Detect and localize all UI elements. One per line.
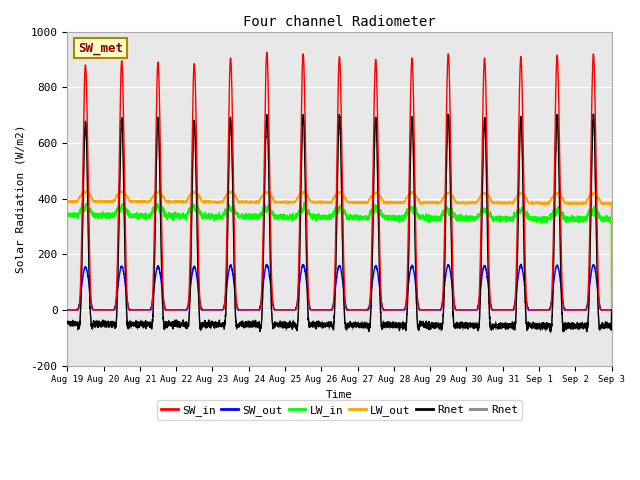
- X-axis label: Time: Time: [326, 390, 353, 400]
- Title: Four channel Radiometer: Four channel Radiometer: [243, 15, 436, 29]
- Legend: SW_in, SW_out, LW_in, LW_out, Rnet, Rnet: SW_in, SW_out, LW_in, LW_out, Rnet, Rnet: [157, 400, 522, 420]
- Text: SW_met: SW_met: [78, 42, 123, 55]
- Y-axis label: Solar Radiation (W/m2): Solar Radiation (W/m2): [15, 124, 25, 273]
